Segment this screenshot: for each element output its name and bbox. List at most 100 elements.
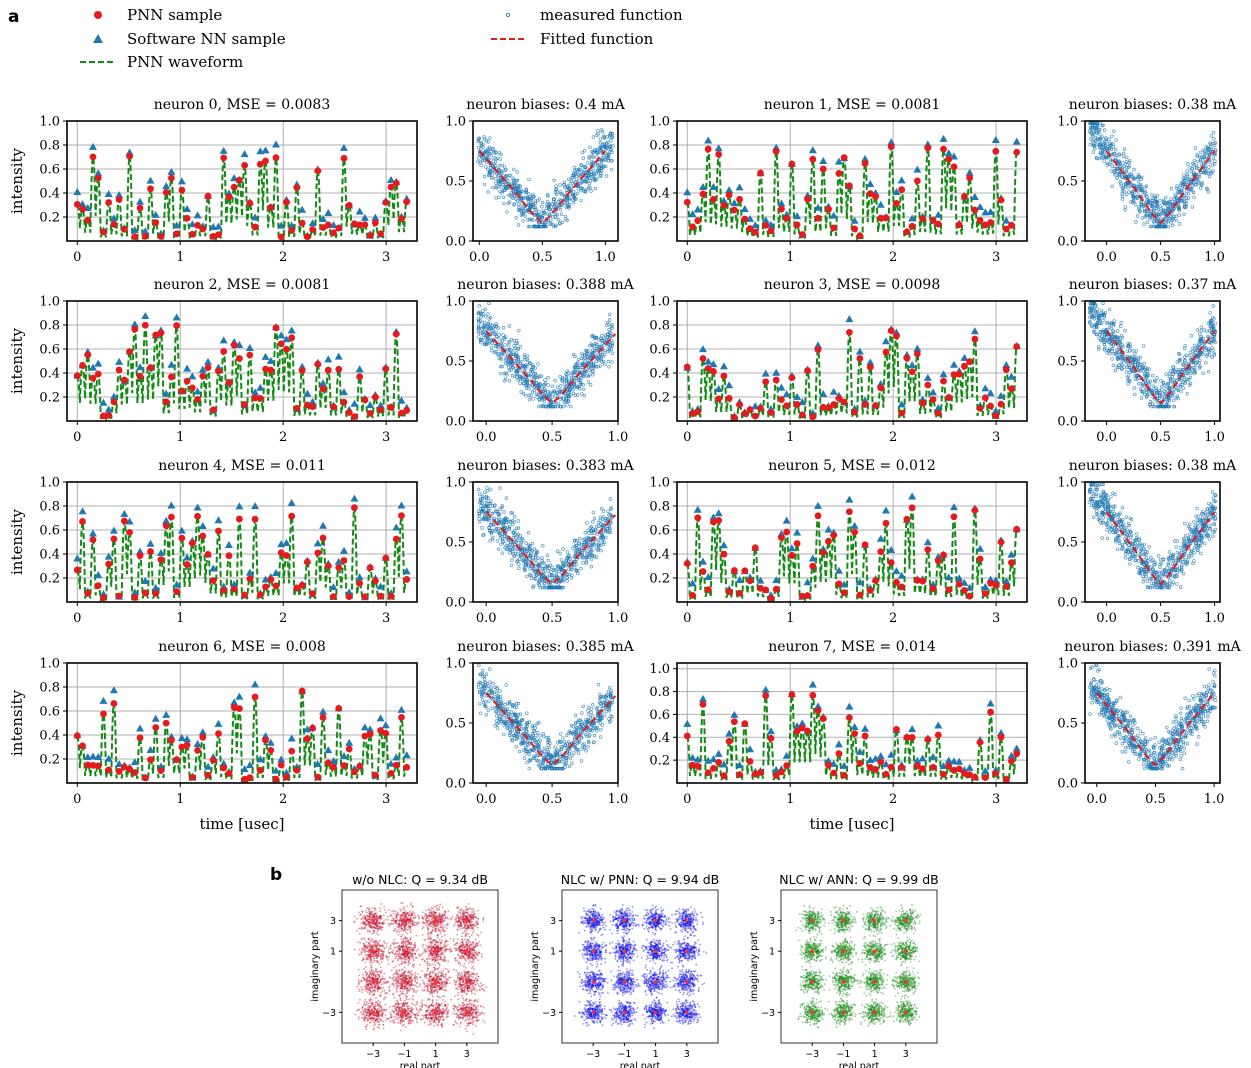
pnn-sample-marker xyxy=(403,407,411,414)
measured-point xyxy=(553,215,558,219)
panel-label-a: a xyxy=(8,7,19,27)
pnn-sample-marker xyxy=(126,348,133,356)
plot-area xyxy=(683,315,1021,421)
pnn-sample-marker xyxy=(272,324,280,332)
software-sample-marker xyxy=(261,352,270,360)
software-sample-marker xyxy=(730,199,739,207)
software-sample-marker xyxy=(698,183,707,191)
measured-point xyxy=(1192,158,1197,163)
measured-point xyxy=(587,155,591,159)
measured-point xyxy=(500,185,504,189)
measured-point xyxy=(606,159,611,163)
legend-software-sample-marker xyxy=(93,34,103,43)
measured-point xyxy=(555,212,559,217)
measured-point xyxy=(1184,189,1189,193)
legend-measured-marker xyxy=(505,12,510,17)
measured-point xyxy=(1211,304,1215,308)
pnn-sample-marker xyxy=(945,155,953,163)
measured-point xyxy=(572,190,576,194)
measured-point xyxy=(1112,352,1116,356)
measured-point xyxy=(607,328,611,332)
chart-panel-9: neuron biases: 0.383 mA0.0 0.5 1.00.00.51.… xyxy=(445,458,634,626)
measured-point xyxy=(582,189,586,193)
measured-point xyxy=(1197,181,1202,186)
measured-point xyxy=(1136,565,1140,570)
measured-point xyxy=(496,347,501,351)
measured-point xyxy=(571,192,576,197)
pnn-sample-marker xyxy=(908,368,916,376)
x-tick-label: 0.5 xyxy=(542,430,563,445)
measured-point xyxy=(524,541,528,545)
x-tick-label: 1.0 xyxy=(1204,430,1225,445)
measured-point xyxy=(484,315,488,319)
measured-point xyxy=(512,514,517,519)
pnn-sample-marker xyxy=(929,585,937,592)
measured-point xyxy=(604,174,609,178)
software-sample-marker xyxy=(78,507,87,515)
pnn-sample-marker xyxy=(966,592,974,600)
pnn-sample-marker xyxy=(84,589,92,597)
x-tick-label: 1.0 xyxy=(1204,250,1225,265)
measured-point xyxy=(516,519,520,523)
measured-point xyxy=(591,135,596,139)
pnn-sample-marker xyxy=(377,592,384,600)
measured-point xyxy=(504,180,508,185)
measured-point xyxy=(580,150,585,155)
measured-point xyxy=(553,394,558,398)
pnn-sample-marker xyxy=(246,575,254,583)
pnn-sample-marker xyxy=(298,219,306,227)
pnn-sample-marker xyxy=(89,153,97,161)
measured-point xyxy=(1129,200,1133,204)
measured-point xyxy=(545,553,550,557)
measured-point xyxy=(489,150,493,154)
measured-point xyxy=(1185,178,1190,182)
measured-point xyxy=(1145,198,1149,202)
measured-point xyxy=(497,195,501,200)
measured-point xyxy=(1163,195,1168,200)
software-sample-marker xyxy=(929,388,938,396)
pnn-sample-marker xyxy=(330,593,337,601)
software-sample-marker xyxy=(814,501,823,509)
measured-point xyxy=(513,186,518,190)
pnn-sample-marker xyxy=(230,585,238,593)
measured-point xyxy=(1211,156,1216,161)
measured-point xyxy=(497,167,501,172)
measured-point xyxy=(488,146,492,151)
measured-point xyxy=(540,559,544,563)
measured-point xyxy=(572,165,576,170)
measured-point xyxy=(1091,150,1096,154)
measured-point xyxy=(516,202,521,206)
x-tick-label: 1 xyxy=(176,250,184,265)
pnn-sample-marker xyxy=(267,204,275,211)
measured-point xyxy=(489,345,494,350)
measured-point xyxy=(576,184,580,188)
measured-point xyxy=(592,516,597,521)
plot-area xyxy=(476,301,617,409)
measured-point xyxy=(504,185,509,189)
pnn-sample-marker xyxy=(762,378,770,386)
pnn-sample-marker xyxy=(971,206,979,214)
pnn-sample-marker xyxy=(303,558,311,566)
measured-point xyxy=(526,224,531,229)
pnn-sample-marker xyxy=(856,232,864,240)
measured-point xyxy=(1120,197,1125,201)
pnn-sample-marker xyxy=(288,512,296,520)
pnn-sample-marker xyxy=(319,534,327,542)
measured-point xyxy=(489,153,493,158)
measured-point xyxy=(572,565,577,570)
measured-point xyxy=(1191,161,1195,166)
measured-point xyxy=(1168,205,1172,210)
pnn-sample-marker xyxy=(1008,221,1015,229)
pnn-sample-marker xyxy=(283,198,290,206)
software-sample-marker xyxy=(115,357,124,365)
measured-point xyxy=(600,507,604,511)
measured-point xyxy=(579,181,583,186)
measured-point xyxy=(498,486,502,490)
pnn-sample-marker xyxy=(987,402,994,410)
pnn-sample-marker xyxy=(361,396,369,404)
measured-point xyxy=(559,192,563,196)
software-sample-marker xyxy=(183,364,192,372)
pnn-sample-marker xyxy=(298,581,306,589)
y-tick-label: 1.0 xyxy=(649,295,670,310)
